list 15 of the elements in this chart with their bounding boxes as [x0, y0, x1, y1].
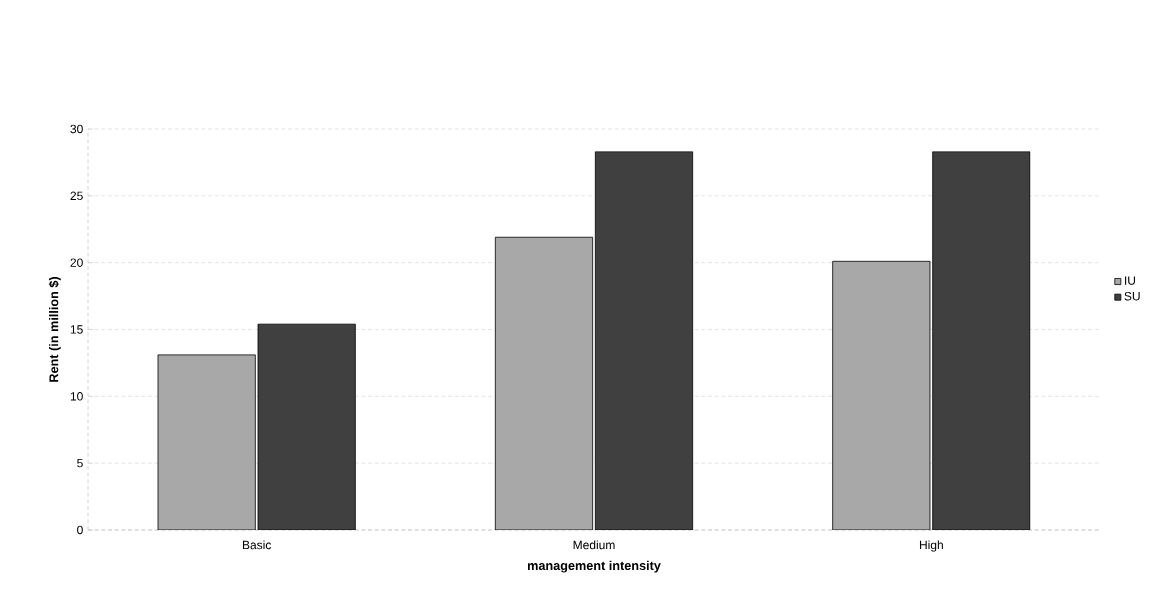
y-tick-label: 15	[70, 325, 83, 334]
x-tick-label: Medium	[573, 540, 615, 550]
y-tick-label: 10	[70, 392, 83, 401]
y-tick-label: 25	[70, 191, 83, 201]
y-tick-label: 0	[77, 525, 83, 535]
x-axis-title: management intensity	[527, 560, 661, 573]
y-axis-title: Rent (in million $)	[48, 276, 61, 382]
y-tick-label: 20	[70, 258, 83, 267]
bar	[594, 151, 694, 530]
x-tick-label: High	[919, 540, 943, 552]
x-tick-label: Basic	[242, 540, 272, 550]
y-tick-label: 30	[70, 124, 83, 134]
legend-label: SU	[1124, 291, 1140, 301]
legend-label: IU	[1125, 276, 1135, 285]
y-tick-label: 5	[77, 458, 83, 468]
